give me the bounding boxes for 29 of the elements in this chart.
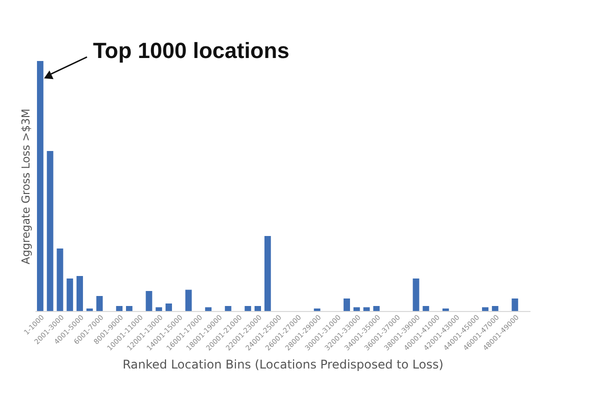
bar (56, 248, 64, 311)
bar (344, 298, 350, 311)
bar (363, 307, 370, 311)
bar (66, 278, 74, 311)
y-axis-title: Aggregate Gross Loss >$3M (20, 108, 32, 264)
bar (244, 306, 252, 311)
bar (76, 276, 83, 311)
bar (146, 291, 152, 311)
bar (422, 306, 430, 311)
bar (205, 307, 212, 311)
bar (185, 290, 192, 311)
bar (96, 296, 103, 311)
bar (36, 61, 44, 311)
bar (156, 307, 162, 311)
bar (353, 307, 360, 311)
bar (373, 306, 380, 311)
bar (224, 306, 232, 311)
bar (412, 278, 420, 311)
bar (482, 307, 488, 311)
bar (264, 236, 271, 311)
bar (254, 306, 261, 311)
bar (126, 306, 132, 311)
bar (492, 306, 498, 311)
bar (116, 306, 123, 311)
x-axis-title: Ranked Location Bins (Locations Predisposed to Loss) (122, 358, 444, 372)
bar (512, 298, 518, 311)
annotation: Top 1000 locations (93, 38, 290, 63)
bar (46, 151, 54, 311)
bar (166, 304, 172, 311)
